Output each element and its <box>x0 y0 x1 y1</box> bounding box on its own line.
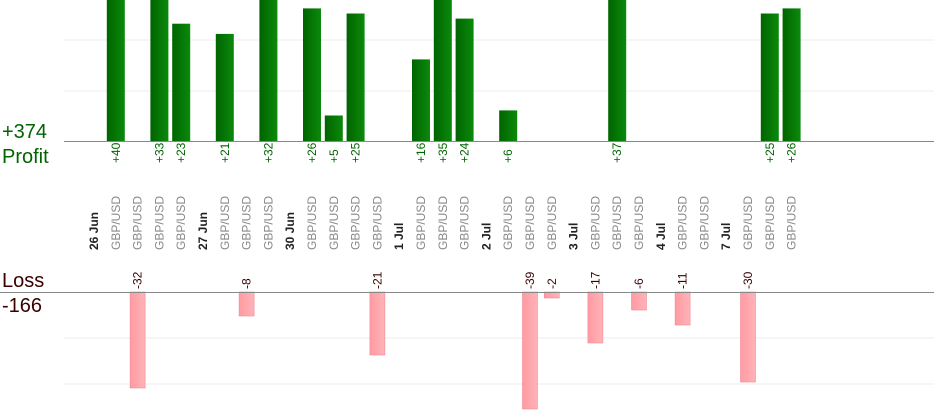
profit-caption: Profit <box>2 146 49 168</box>
pair-label: GBP/USD <box>763 196 777 250</box>
pair-label: GBP/USD <box>676 196 690 250</box>
profit-bar <box>106 0 125 141</box>
profit-value-label: +24 <box>458 142 472 163</box>
profit-bar <box>499 110 518 141</box>
loss-value-label: -8 <box>240 278 254 289</box>
pair-label: GBP/USD <box>697 196 711 250</box>
pair-label: GBP/USD <box>152 196 166 250</box>
profit-value-label: +40 <box>109 142 123 163</box>
loss-bar <box>631 291 647 311</box>
profit-value-label: +35 <box>436 142 450 163</box>
profit-value-label: +23 <box>174 142 188 163</box>
pair-label: GBP/USD <box>458 196 472 250</box>
profit-bar <box>433 0 452 141</box>
profit-value-label: +37 <box>610 142 624 163</box>
loss-bar <box>522 291 538 410</box>
loss-value-label: -11 <box>676 272 690 289</box>
pair-label: GBP/USD <box>501 196 515 250</box>
pair-label: GBP/USD <box>327 196 341 250</box>
profit-bar <box>172 23 191 142</box>
loss-value-label: -2 <box>545 278 559 289</box>
date-label: 3 Jul <box>567 223 581 250</box>
date-label: 4 Jul <box>654 223 668 250</box>
loss-value-label: -21 <box>370 271 384 289</box>
profit-bar <box>346 13 365 141</box>
pair-label: GBP/USD <box>610 196 624 250</box>
profit-value-label: +21 <box>218 142 232 163</box>
loss-value-label: -17 <box>588 271 602 289</box>
profit-value-label: +16 <box>414 142 428 163</box>
profit-bar <box>215 33 234 141</box>
pair-label: GBP/USD <box>523 196 537 250</box>
date-label: 2 Jul <box>479 223 493 250</box>
loss-value-label: -30 <box>741 271 755 289</box>
loss-bar <box>674 291 691 326</box>
pair-label: GBP/USD <box>174 196 188 250</box>
profit-value-label: +25 <box>763 142 777 163</box>
profit-bar <box>455 18 474 142</box>
date-label: 7 Jul <box>719 223 733 250</box>
date-label: 27 Jun <box>196 212 210 250</box>
pair-label: GBP/USD <box>588 196 602 250</box>
profit-bar <box>760 13 779 141</box>
profit-bar <box>303 8 321 142</box>
pair-label: GBP/USD <box>436 196 450 250</box>
profit-bar <box>150 0 169 141</box>
gridlines <box>64 39 934 385</box>
loss-bar <box>587 291 604 344</box>
date-label: 26 Jun <box>87 212 101 250</box>
date-label: 1 Jul <box>392 223 406 250</box>
axes <box>0 141 934 293</box>
loss-value-label: -39 <box>523 271 537 289</box>
profit-value-label: +26 <box>785 142 799 163</box>
loss-bar <box>740 291 756 383</box>
profit-value-label: +5 <box>327 149 341 163</box>
date-label: 30 Jun <box>283 212 297 250</box>
loss-total: -166 <box>2 295 42 317</box>
profit-value-label: +6 <box>501 149 515 163</box>
profit-bar <box>324 115 343 141</box>
pair-label: GBP/USD <box>370 196 384 250</box>
profit-bar <box>412 59 430 141</box>
loss-bar <box>238 291 255 317</box>
pair-label: GBP/USD <box>305 196 319 250</box>
pair-label: GBP/USD <box>414 196 428 250</box>
profit-value-label: +25 <box>349 142 363 163</box>
pair-label: GBP/USD <box>109 196 123 250</box>
pair-label: GBP/USD <box>741 196 755 250</box>
profit-total: +374 <box>2 121 47 143</box>
pair-label: GBP/USD <box>240 196 254 250</box>
labels: 26 Jun GBP/USD +40 GBP/USD -32 GBP/USD +33 GBP/… <box>87 142 799 289</box>
loss-bar <box>129 291 146 389</box>
pair-label: GBP/USD <box>785 196 799 250</box>
loss-caption: Loss <box>2 270 44 292</box>
pair-label: GBP/USD <box>545 196 559 250</box>
loss-value-label: -32 <box>131 271 145 289</box>
profit-value-label: +33 <box>152 142 166 163</box>
profit-bar <box>608 0 627 141</box>
bars <box>106 0 801 410</box>
profit-bar <box>259 0 278 141</box>
loss-value-label: -6 <box>632 278 646 289</box>
pair-label: GBP/USD <box>218 196 232 250</box>
pair-label: GBP/USD <box>131 196 145 250</box>
pair-label: GBP/USD <box>261 196 275 250</box>
profit-bar <box>782 8 801 142</box>
loss-bar <box>369 291 386 356</box>
profit-value-label: +26 <box>305 142 319 163</box>
pair-label: GBP/USD <box>349 196 363 250</box>
pair-label: GBP/USD <box>632 196 646 250</box>
profit-value-label: +32 <box>261 142 275 163</box>
